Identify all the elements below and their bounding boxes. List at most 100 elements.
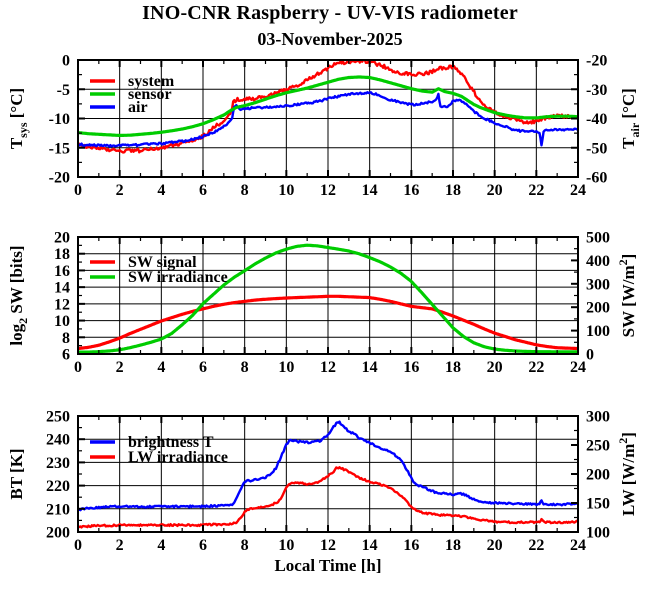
y-left-tick-label: -20 bbox=[49, 170, 70, 187]
y-left-tick-label: 16 bbox=[54, 263, 70, 280]
y-right-tick-label: 300 bbox=[586, 409, 610, 426]
y-right-tick-label: 0 bbox=[586, 347, 594, 364]
y-axis-label-left-longwave: BT [K] bbox=[7, 448, 26, 499]
x-tick-label: 12 bbox=[320, 537, 336, 554]
y-left-tick-label: 8 bbox=[62, 330, 70, 347]
legend-label: SW signal bbox=[128, 254, 197, 271]
x-tick-label: 20 bbox=[487, 182, 503, 199]
x-tick-label: 16 bbox=[403, 359, 419, 376]
series-group-temperature bbox=[78, 60, 578, 154]
y-right-tick-label: 400 bbox=[586, 253, 610, 270]
x-tick-label: 0 bbox=[74, 537, 82, 554]
tick-labels-shortwave: 0 2 4 6 8 10 12 14 16 18 20 22 242018161412108650040… bbox=[54, 230, 610, 377]
x-axis-title: Local Time [h] bbox=[274, 556, 381, 575]
legend-item-sensor: sensor bbox=[90, 86, 172, 103]
tick-labels-temperature: 0 2 4 6 8 10 12 14 16 18 20 22 240-5-10-15-20-20-30-… bbox=[49, 53, 608, 200]
series-lw-irradiance-line bbox=[78, 466, 578, 529]
legend-longwave: brightness TLW irradiance bbox=[90, 434, 228, 466]
x-tick-label: 18 bbox=[445, 182, 461, 199]
x-tick-label: 4 bbox=[157, 537, 165, 554]
x-tick-label: 20 bbox=[487, 537, 503, 554]
x-tick-label: 16 bbox=[403, 537, 419, 554]
legend-label: system bbox=[128, 73, 175, 90]
y-left-tick-label: -15 bbox=[49, 140, 70, 157]
x-tick-label: 22 bbox=[528, 359, 544, 376]
y-left-tick-label: 6 bbox=[62, 347, 70, 364]
y-left-tick-label: 250 bbox=[46, 409, 70, 426]
series-sw-signal-line bbox=[78, 294, 578, 351]
x-tick-label: 24 bbox=[570, 537, 586, 554]
x-tick-label: 18 bbox=[445, 359, 461, 376]
y-right-tick-label: 100 bbox=[586, 323, 610, 340]
legend-label: SW irradiance bbox=[128, 269, 228, 286]
figure-date: 03-November-2025 bbox=[257, 29, 403, 49]
y-axis-label-left-temperature: Tsys [°C] bbox=[7, 88, 30, 149]
legend-item-lw-irradiance: LW irradiance bbox=[90, 449, 228, 466]
x-tick-label: 4 bbox=[157, 359, 165, 376]
grid-longwave bbox=[78, 416, 578, 532]
x-tick-label: 2 bbox=[116, 182, 124, 199]
y-right-tick-label: 200 bbox=[586, 300, 610, 317]
x-tick-label: 6 bbox=[199, 537, 207, 554]
x-tick-label: 14 bbox=[362, 537, 378, 554]
y-right-tick-label: 200 bbox=[586, 467, 610, 484]
x-tick-label: 24 bbox=[570, 182, 586, 199]
y-axis-label-left-shortwave: log2 SW [bits] bbox=[7, 245, 30, 345]
legend-label: LW irradiance bbox=[128, 449, 228, 466]
x-tick-label: 22 bbox=[528, 537, 544, 554]
x-tick-label: 24 bbox=[570, 359, 586, 376]
y-right-tick-label: 150 bbox=[586, 496, 610, 513]
y-left-tick-label: -5 bbox=[57, 82, 70, 99]
x-tick-label: 8 bbox=[241, 359, 249, 376]
x-tick-label: 12 bbox=[320, 182, 336, 199]
y-right-tick-label: 250 bbox=[586, 438, 610, 455]
x-tick-label: 8 bbox=[241, 182, 249, 199]
x-tick-label: 6 bbox=[199, 359, 207, 376]
y-right-tick-label: -40 bbox=[586, 111, 607, 128]
y-left-tick-label: -10 bbox=[49, 111, 70, 128]
legend-label: brightness T bbox=[128, 434, 214, 451]
y-left-tick-label: 14 bbox=[54, 280, 70, 297]
x-tick-label: 10 bbox=[278, 537, 294, 554]
y-left-tick-label: 0 bbox=[62, 53, 70, 70]
legend-label: air bbox=[128, 99, 148, 116]
x-tick-label: 8 bbox=[241, 537, 249, 554]
series-group-longwave bbox=[78, 420, 578, 529]
y-left-tick-label: 220 bbox=[46, 478, 70, 495]
y-left-tick-label: 10 bbox=[54, 313, 70, 330]
tick-labels-longwave: 0 2 4 6 8 10 12 14 16 18 20 22 242502402302202102003… bbox=[46, 409, 610, 555]
ticks-temperature bbox=[77, 59, 579, 178]
x-tick-label: 18 bbox=[445, 537, 461, 554]
panel-temperature: 0 2 4 6 8 10 12 14 16 18 20 22 240-5-10-15-20-20-30-… bbox=[7, 53, 642, 200]
y-left-tick-label: 200 bbox=[46, 525, 70, 542]
series-sensor-line bbox=[78, 75, 578, 138]
y-right-tick-label: 300 bbox=[586, 276, 610, 293]
x-tick-label: 20 bbox=[487, 359, 503, 376]
y-left-tick-label: 18 bbox=[54, 246, 70, 263]
y-axis-label-right-shortwave: SW [W/m2] bbox=[616, 254, 638, 338]
y-axis-label-right-temperature: Tair [°C] bbox=[619, 88, 642, 149]
y-axis-label-right-longwave: LW [W/m2] bbox=[616, 432, 638, 516]
series-air-line bbox=[78, 90, 578, 148]
x-tick-label: 2 bbox=[116, 359, 124, 376]
legend-item-system: system bbox=[90, 73, 175, 90]
legend-item-sw-signal: SW signal bbox=[90, 254, 197, 271]
x-tick-label: 16 bbox=[403, 182, 419, 199]
y-left-tick-label: 240 bbox=[46, 432, 70, 449]
legend-item-brightness-t: brightness T bbox=[90, 434, 214, 451]
x-tick-label: 0 bbox=[74, 182, 82, 199]
y-right-tick-label: -60 bbox=[586, 170, 607, 187]
legend-item-sw-irradiance: SW irradiance bbox=[90, 269, 228, 286]
x-tick-label: 14 bbox=[362, 359, 378, 376]
x-tick-label: 0 bbox=[74, 359, 82, 376]
x-tick-label: 2 bbox=[116, 537, 124, 554]
x-tick-label: 10 bbox=[278, 182, 294, 199]
y-left-tick-label: 12 bbox=[54, 296, 70, 313]
y-right-tick-label: 100 bbox=[586, 525, 610, 542]
x-tick-label: 12 bbox=[320, 359, 336, 376]
panel-longwave: 0 2 4 6 8 10 12 14 16 18 20 22 242502402302202102003… bbox=[7, 409, 638, 555]
